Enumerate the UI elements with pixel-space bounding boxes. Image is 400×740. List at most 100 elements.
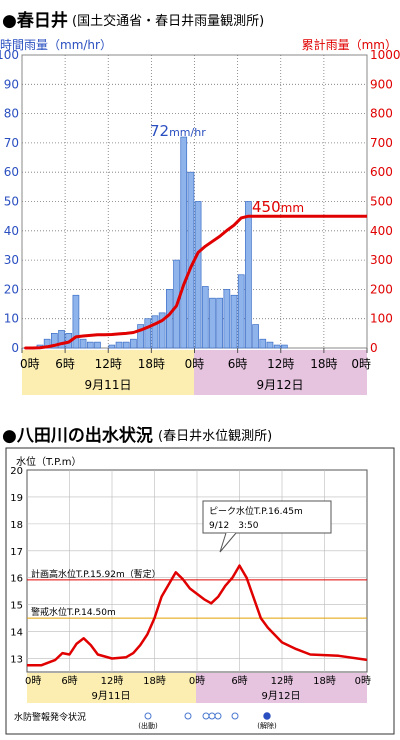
water-level-date-day2: 9月12日 — [261, 690, 300, 702]
rainfall-day1-band — [22, 350, 194, 395]
rain-bar — [108, 344, 116, 349]
rain-bar — [86, 341, 94, 349]
water-level-x-tick-label: 18時 — [313, 675, 336, 687]
rainfall-x-tick-label: 18時 — [310, 357, 337, 371]
water-level-x-tick-label: 0時 — [355, 675, 371, 687]
rainfall-x-tick-label: 0時 — [351, 357, 371, 371]
rainfall-right-tick-label: 0 — [370, 341, 378, 355]
rainfall-gridlines — [22, 55, 367, 348]
rain-bar — [194, 201, 202, 349]
rainfall-left-ticks: 0 10 20 30 40 50 60 70 80 90 100 — [0, 48, 19, 355]
rainfall-right-tick-label: 900 — [370, 77, 393, 91]
peak-callout-line2: 9/12 3:50 — [209, 521, 259, 531]
rainfall-x-tick-label: 12時 — [95, 357, 122, 371]
rainfall-date-day1: 9月11日 — [85, 378, 132, 392]
rain-bar — [230, 294, 238, 349]
rainfall-left-tick-label: 50 — [4, 195, 19, 209]
water-level-x-tick-label: 0時 — [189, 675, 205, 687]
rain-bar — [281, 344, 288, 349]
water-level-y-ticks: 13 14 15 16 17 18 19 20 — [10, 466, 23, 666]
rain-bar — [158, 312, 166, 349]
rainfall-peak-label: 72mm/hr — [150, 122, 206, 140]
peak-callout: ピーク水位T.P.16.45m 9/12 3:50 — [202, 500, 332, 553]
water-level-x-tick-label: 18時 — [143, 675, 166, 687]
rainfall-day2-band — [194, 350, 367, 395]
rainfall-right-tick-label: 200 — [370, 282, 393, 296]
peak-rain-unit: mm/hr — [169, 126, 206, 139]
rain-bar — [216, 297, 224, 349]
water-level-y-tick-label: 20 — [10, 466, 23, 477]
water-level-x-ticks: 0時 6時 12時 18時 0時 6時 12時 18時 0時 — [25, 675, 371, 687]
rainfall-right-tick-label: 400 — [370, 224, 393, 238]
peak-callout-line1: ピーク水位T.P.16.45m — [209, 505, 303, 517]
rainfall-bars — [36, 136, 288, 349]
water-level-y-tick-label: 16 — [10, 574, 23, 585]
warning-level-label: 警戒水位T.P.14.50m — [31, 606, 116, 618]
rain-bar — [245, 201, 252, 349]
rainfall-subtitle: (国土交通省・春日井雨量観測所) — [72, 13, 264, 29]
water-level-x-tick-label: 12時 — [271, 675, 294, 687]
rain-bar — [79, 338, 87, 349]
alert-cleared-label: (解除) — [257, 721, 277, 730]
water-level-y-tick-label: 17 — [10, 547, 23, 558]
water-level-gridlines — [27, 470, 367, 672]
rainfall-chart: ●春日井 (国土交通省・春日井雨量観測所) 時間雨量（mm/hr） 累計雨量（m… — [0, 10, 400, 395]
rainfall-left-tick-label: 60 — [4, 165, 19, 179]
svg-text:72mm/hr: 72mm/hr — [150, 122, 206, 140]
rainfall-date-day2: 9月12日 — [257, 378, 304, 392]
rainfall-x-tick-label: 0時 — [185, 357, 205, 371]
alert-marker — [231, 712, 239, 720]
water-level-x-tick-label: 6時 — [231, 675, 247, 687]
peak-callout-box — [202, 500, 332, 534]
alert-issued-label: (出動) — [138, 721, 158, 730]
water-level-y-tick-label: 18 — [10, 520, 23, 531]
rain-bar — [58, 330, 65, 349]
rainfall-x-tick-label: 12時 — [267, 357, 294, 371]
rain-bar — [94, 341, 101, 349]
rainfall-left-tick-label: 20 — [4, 282, 19, 296]
rain-bar — [252, 324, 259, 349]
rainfall-left-tick-label: 30 — [4, 253, 19, 267]
rainfall-x-tick-label: 6時 — [228, 357, 248, 371]
alert-marker — [202, 712, 210, 720]
rain-bar — [72, 294, 80, 349]
rainfall-right-tick-label: 100 — [370, 312, 393, 326]
water-level-y-tick-label: 13 — [10, 655, 23, 666]
rainfall-x-tick-label: 18時 — [138, 357, 165, 371]
alert-marker — [208, 712, 216, 720]
total-rain-value: 450 — [252, 198, 281, 216]
rain-bar — [151, 315, 159, 349]
peak-rain-value: 72 — [150, 122, 169, 140]
rain-bar — [273, 344, 281, 349]
water-level-day2-band — [196, 673, 367, 703]
rain-bar — [137, 324, 144, 349]
water-level-subtitle: (春日井水位観測所) — [158, 429, 272, 444]
rain-bar — [209, 297, 216, 349]
water-level-chart: ●八田川の出水状況 (春日井水位観測所) 水位（T.P.m） 131415161… — [2, 425, 395, 735]
alert-status-label: 水防警報発令状況 — [14, 711, 86, 723]
flood-plan-level-label: 計画高水位T.P.15.92m（暫定） — [31, 568, 161, 580]
rain-bar — [166, 289, 173, 349]
rainfall-title: ●春日井 — [2, 10, 68, 31]
rainfall-right-tick-label: 800 — [370, 107, 393, 121]
rain-bar — [144, 318, 152, 349]
alert-marker — [184, 712, 192, 720]
rain-bar — [122, 341, 130, 349]
rainfall-right-axis-label: 累計雨量（mm） — [302, 37, 397, 52]
rainfall-right-tick-label: 1000 — [370, 48, 400, 62]
rainfall-x-tick-label: 6時 — [55, 357, 75, 371]
rainfall-right-ticks: 0 100 200 300 400 500 600 700 800 900 1000 — [370, 48, 400, 355]
rain-bar — [259, 338, 267, 349]
water-level-x-tick-label: 12時 — [101, 675, 124, 687]
peak-callout-pointer — [219, 532, 237, 553]
rain-bar — [201, 286, 209, 349]
total-rain-unit: mm — [281, 201, 304, 215]
rain-bar — [223, 289, 231, 349]
rainfall-right-tick-label: 600 — [370, 165, 393, 179]
rain-bar — [237, 274, 245, 349]
water-level-y-tick-label: 19 — [10, 493, 23, 504]
rainfall-right-tick-label: 500 — [370, 195, 393, 209]
rainfall-right-tick-label: 300 — [370, 253, 393, 267]
rainfall-left-tick-label: 40 — [4, 224, 19, 238]
